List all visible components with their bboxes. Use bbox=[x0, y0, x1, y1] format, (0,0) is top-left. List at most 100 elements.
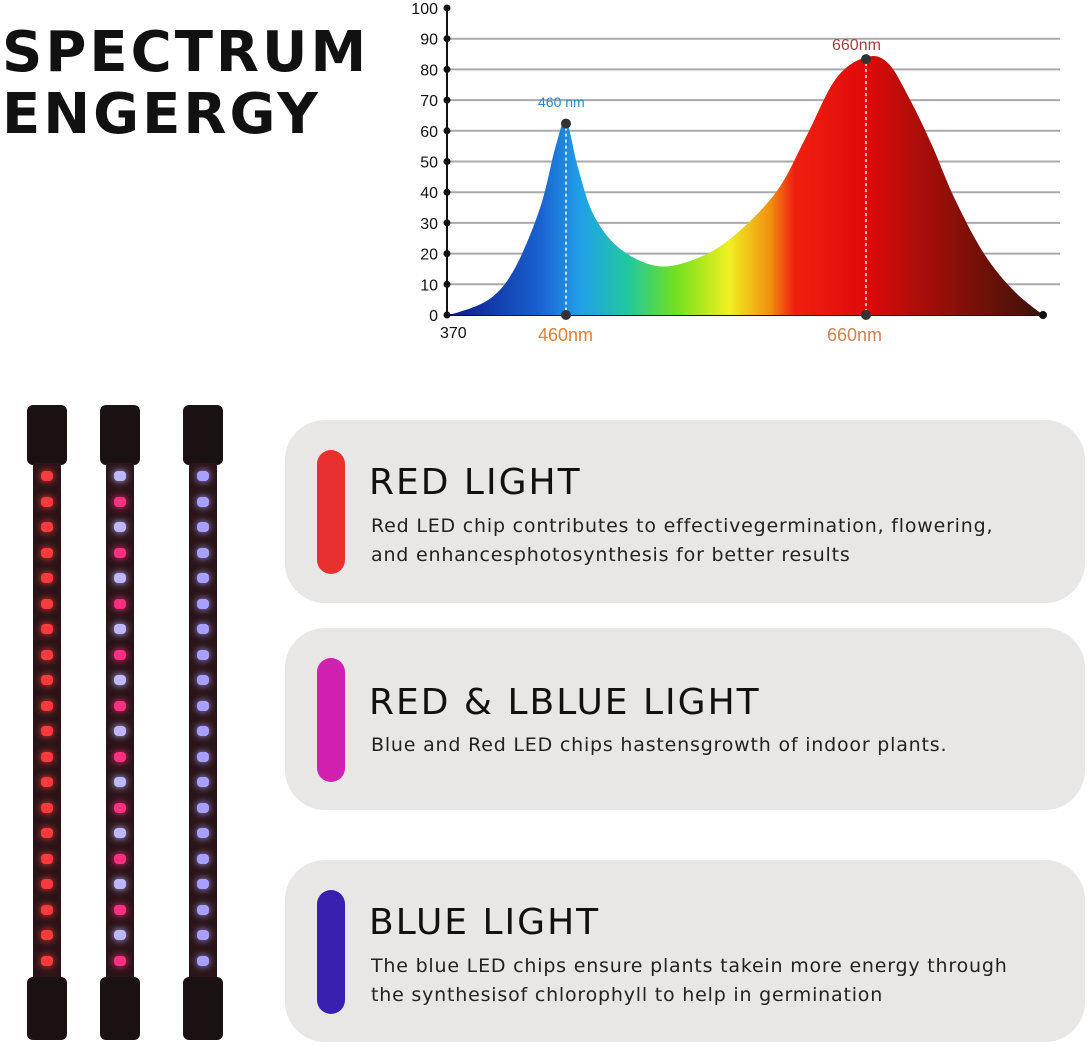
bar-cap bbox=[100, 977, 140, 1040]
led-chip bbox=[114, 675, 126, 685]
led-chip bbox=[114, 649, 126, 660]
led-chip bbox=[41, 879, 53, 889]
led-chip bbox=[197, 649, 209, 660]
card-desc: Blue and Red LED chips hastensgrowth of … bbox=[371, 734, 948, 756]
led-chip bbox=[41, 649, 53, 660]
card-desc: the synthesisof chlorophyll to help in g… bbox=[371, 984, 884, 1006]
led-chip bbox=[114, 828, 126, 838]
led-chip bbox=[114, 802, 126, 813]
y-tick-label: 30 bbox=[420, 216, 438, 233]
led-chip bbox=[41, 700, 53, 711]
led-chip bbox=[197, 573, 209, 583]
led-chip bbox=[41, 547, 53, 558]
led-chip bbox=[197, 522, 209, 532]
led-chip bbox=[114, 522, 126, 532]
x-label-460: 460nm bbox=[538, 325, 593, 345]
led-chip bbox=[41, 904, 53, 915]
bar-tube bbox=[189, 463, 217, 983]
led-chip bbox=[41, 955, 53, 966]
led-chip bbox=[197, 777, 209, 787]
y-tick-label: 50 bbox=[420, 155, 438, 172]
led-chip bbox=[114, 904, 126, 915]
led-chip bbox=[114, 547, 126, 558]
y-tick-label: 70 bbox=[420, 93, 438, 110]
led-chip bbox=[197, 853, 209, 864]
peak-point bbox=[861, 54, 871, 65]
led-chip bbox=[197, 675, 209, 685]
led-chip bbox=[197, 624, 209, 634]
heading-line1: SPECTRUM bbox=[2, 20, 370, 85]
led-chip bbox=[41, 522, 53, 532]
led-chip bbox=[114, 573, 126, 583]
card-desc: and enhancesphotosynthesis for better re… bbox=[371, 544, 851, 566]
peak-label-660: 660nm bbox=[832, 37, 881, 54]
color-pill bbox=[317, 890, 345, 1014]
card-blue-light: BLUE LIGHT The blue LED chips ensure pla… bbox=[285, 860, 1085, 1042]
card-title: RED LIGHT bbox=[369, 462, 582, 503]
led-chip bbox=[114, 879, 126, 889]
led-bar-mixed bbox=[100, 405, 140, 1040]
led-chip bbox=[197, 726, 209, 736]
led-chip bbox=[41, 777, 53, 787]
bar-tube bbox=[106, 463, 134, 983]
led-chip bbox=[114, 471, 126, 481]
y-tick-label: 90 bbox=[420, 32, 438, 49]
led-chip bbox=[114, 726, 126, 736]
y-tick-label: 0 bbox=[429, 308, 438, 325]
led-chip bbox=[197, 471, 209, 481]
led-chip bbox=[114, 930, 126, 940]
spectrum-area bbox=[450, 55, 1043, 316]
led-bar-blue bbox=[183, 405, 223, 1040]
y-tick-label: 20 bbox=[420, 247, 438, 264]
led-chip bbox=[197, 879, 209, 889]
color-pill bbox=[317, 450, 345, 574]
card-title: BLUE LIGHT bbox=[369, 902, 601, 943]
led-chip bbox=[41, 853, 53, 864]
led-chip bbox=[41, 675, 53, 685]
led-chip bbox=[41, 726, 53, 736]
led-bar-red bbox=[27, 405, 67, 1040]
x-tick-dot bbox=[561, 310, 571, 320]
x-tick-370: 370 bbox=[440, 325, 467, 342]
y-tick-label: 100 bbox=[411, 1, 438, 18]
x-label-660: 660nm bbox=[827, 325, 882, 345]
led-chip bbox=[114, 598, 126, 609]
card-title: RED & LBLUE LIGHT bbox=[369, 682, 761, 723]
bar-cap bbox=[27, 977, 67, 1040]
led-chip bbox=[114, 777, 126, 787]
y-tick-label: 40 bbox=[420, 185, 438, 202]
peak-label-460: 460 nm bbox=[538, 94, 585, 110]
card-desc: Red LED chip contributes to effectiveger… bbox=[371, 515, 994, 537]
x-end-dot bbox=[1039, 311, 1047, 319]
led-chip bbox=[114, 853, 126, 864]
led-chip bbox=[197, 828, 209, 838]
led-chip bbox=[41, 802, 53, 813]
led-chip bbox=[197, 547, 209, 558]
led-chip bbox=[41, 751, 53, 762]
led-chip bbox=[114, 496, 126, 507]
led-chip bbox=[41, 828, 53, 838]
led-chip bbox=[41, 930, 53, 940]
color-pill bbox=[317, 658, 345, 782]
card-red-blue-light: RED & LBLUE LIGHT Blue and Red LED chips… bbox=[285, 628, 1085, 810]
led-chip bbox=[41, 598, 53, 609]
x-tick-dot bbox=[861, 310, 871, 320]
bar-cap bbox=[27, 405, 67, 465]
led-chip bbox=[197, 496, 209, 507]
led-chip bbox=[114, 624, 126, 634]
led-chip bbox=[114, 700, 126, 711]
led-chip bbox=[41, 471, 53, 481]
bar-tube bbox=[33, 463, 61, 983]
led-chip bbox=[41, 573, 53, 583]
led-chip bbox=[197, 955, 209, 966]
bar-cap bbox=[183, 977, 223, 1040]
y-tick-label: 10 bbox=[420, 277, 438, 294]
led-chip bbox=[41, 496, 53, 507]
led-chip bbox=[197, 930, 209, 940]
y-tick-label: 60 bbox=[420, 124, 438, 141]
card-red-light: RED LIGHT Red LED chip contributes to ef… bbox=[285, 420, 1085, 603]
led-chip bbox=[197, 700, 209, 711]
bar-cap bbox=[100, 405, 140, 465]
heading: SPECTRUM ENGERGY bbox=[2, 22, 369, 146]
